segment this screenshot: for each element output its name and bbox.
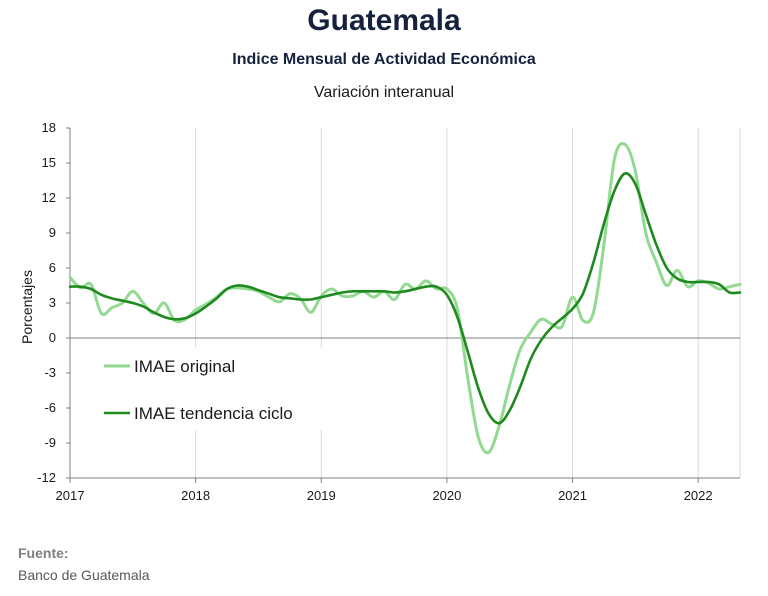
chart-subtitle: Indice Mensual de Actividad Económica	[232, 51, 536, 68]
source-label: Fuente:	[18, 545, 69, 561]
y-tick-label: -3	[44, 365, 56, 380]
x-tick-label: 2022	[684, 488, 713, 503]
legend-label-1: IMAE original	[134, 357, 235, 376]
axes	[66, 127, 740, 483]
y-tick-label: -9	[44, 435, 56, 450]
source-value: Banco de Guatemala	[18, 567, 150, 583]
y-tick-label: 6	[49, 260, 56, 275]
y-tick-label: 15	[42, 155, 56, 170]
x-tick-label: 2021	[558, 488, 587, 503]
y-tick-label: -6	[44, 400, 56, 415]
y-tick-label: 12	[42, 190, 56, 205]
legend-label-2: IMAE tendencia ciclo	[134, 404, 293, 423]
y-tick-label: -12	[37, 470, 56, 485]
series-lines	[68, 142, 742, 455]
legend-box	[100, 348, 328, 430]
x-tick-label: 2020	[432, 488, 461, 503]
legend: IMAE original IMAE tendencia ciclo	[100, 348, 328, 430]
series-line-2	[68, 172, 742, 425]
grid-lines	[69, 128, 741, 478]
x-tick-label: 2017	[56, 488, 85, 503]
y-tick-label: 18	[42, 120, 56, 135]
x-tick-label: 2019	[307, 488, 336, 503]
y-tick-label: 0	[49, 330, 56, 345]
chart-subtitle-secondary: Variación interanual	[313, 84, 455, 101]
chart-title: Guatemala	[307, 4, 461, 37]
y-tick-label: 9	[49, 225, 56, 240]
series-line-1	[68, 142, 742, 455]
y-tick-label: 3	[49, 295, 56, 310]
x-tick-label: 2018	[181, 488, 210, 503]
y-axis-label: Porcentajes	[19, 270, 35, 344]
